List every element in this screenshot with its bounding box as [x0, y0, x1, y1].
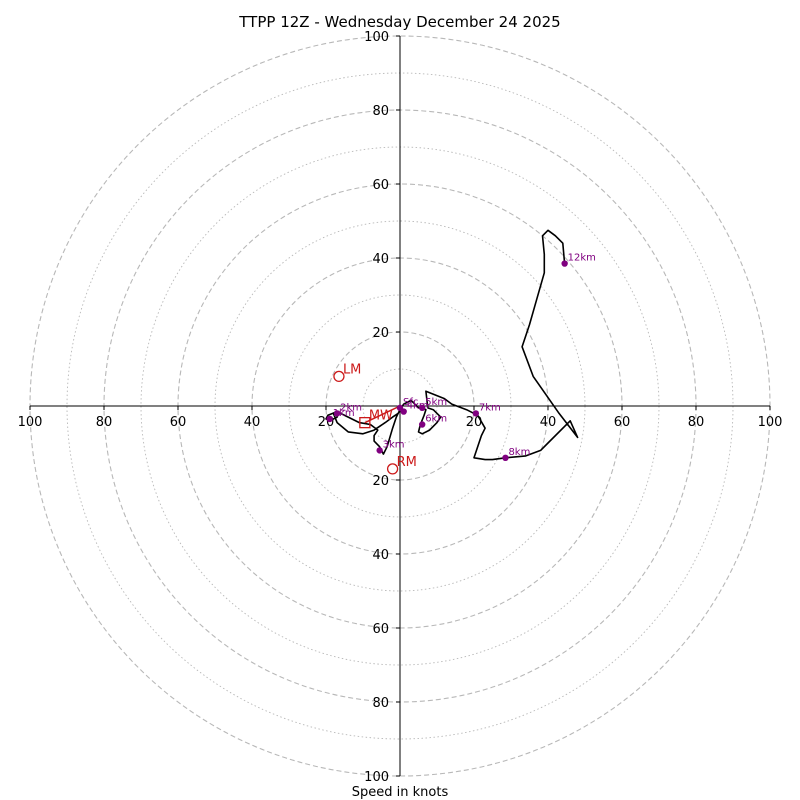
tick-label-bottom-100: 100 [364, 770, 389, 785]
height-label-sfc: Sfc [403, 397, 418, 408]
tick-label-left-60: 60 [170, 415, 187, 430]
mw-label: MW [369, 409, 393, 424]
height-label-1km: 1km [333, 408, 355, 419]
tick-label-right-40: 40 [540, 415, 557, 430]
height-label-2km: 2km [340, 402, 362, 413]
storm-motion-group: MW LM RM [333, 362, 417, 475]
tick-label-right-80: 80 [688, 415, 705, 430]
height-label-6km: 6km [425, 414, 447, 425]
x-axis-label: Speed in knots [352, 785, 449, 800]
tick-label-bottom-20: 20 [372, 474, 389, 489]
height-label-12km: 12km [568, 253, 596, 264]
height-marker-7km [472, 410, 480, 417]
height-marker-6km [419, 421, 426, 428]
lm-marker [333, 370, 345, 383]
tick-label-right-60: 60 [614, 415, 631, 430]
height-marker-4km [400, 408, 407, 415]
axis-tick-labels: 100 100 100 100 80 80 80 80 60 60 60 60 40 40 40 40 20 20… [18, 30, 783, 785]
tick-label-top-60: 60 [372, 178, 389, 193]
tick-label-left-100: 100 [18, 415, 43, 430]
tick-label-top-100: 100 [364, 30, 389, 45]
rm-marker [386, 463, 399, 475]
tick-label-left-80: 80 [96, 415, 113, 430]
height-marker-2km [333, 410, 341, 417]
chart-title: TTPP 12Z - Wednesday December 24 2025 [238, 13, 560, 31]
tick-label-bottom-60: 60 [372, 622, 389, 637]
tick-label-top-80: 80 [372, 104, 389, 119]
tick-label-bottom-80: 80 [372, 696, 389, 711]
tick-label-top-20: 20 [372, 326, 389, 341]
height-marker-8km [502, 454, 509, 461]
height-marker-1km [326, 415, 333, 423]
height-label-4km: 4km [407, 401, 429, 412]
height-marker-12km [561, 260, 568, 267]
tick-label-right-20: 20 [466, 415, 483, 430]
mean-wind-vector [364, 405, 401, 424]
lm-label: LM [343, 362, 361, 377]
tick-label-bottom-40: 40 [372, 548, 389, 563]
wind-trace-line [325, 229, 579, 461]
height-marker-3km [376, 447, 383, 454]
wind-trace-group [325, 229, 579, 461]
height-label-3km: 3km [383, 439, 405, 450]
height-label-7km: 7km [479, 402, 501, 413]
height-label-5km: 5km [425, 397, 447, 408]
height-marker-5km [419, 404, 426, 412]
tick-label-right-100: 100 [758, 415, 783, 430]
tick-label-top-40: 40 [372, 252, 389, 267]
rm-label: RM [397, 455, 417, 470]
tick-label-left-40: 40 [244, 415, 261, 430]
height-label-8km: 8km [508, 447, 530, 458]
mw-marker [359, 416, 371, 429]
